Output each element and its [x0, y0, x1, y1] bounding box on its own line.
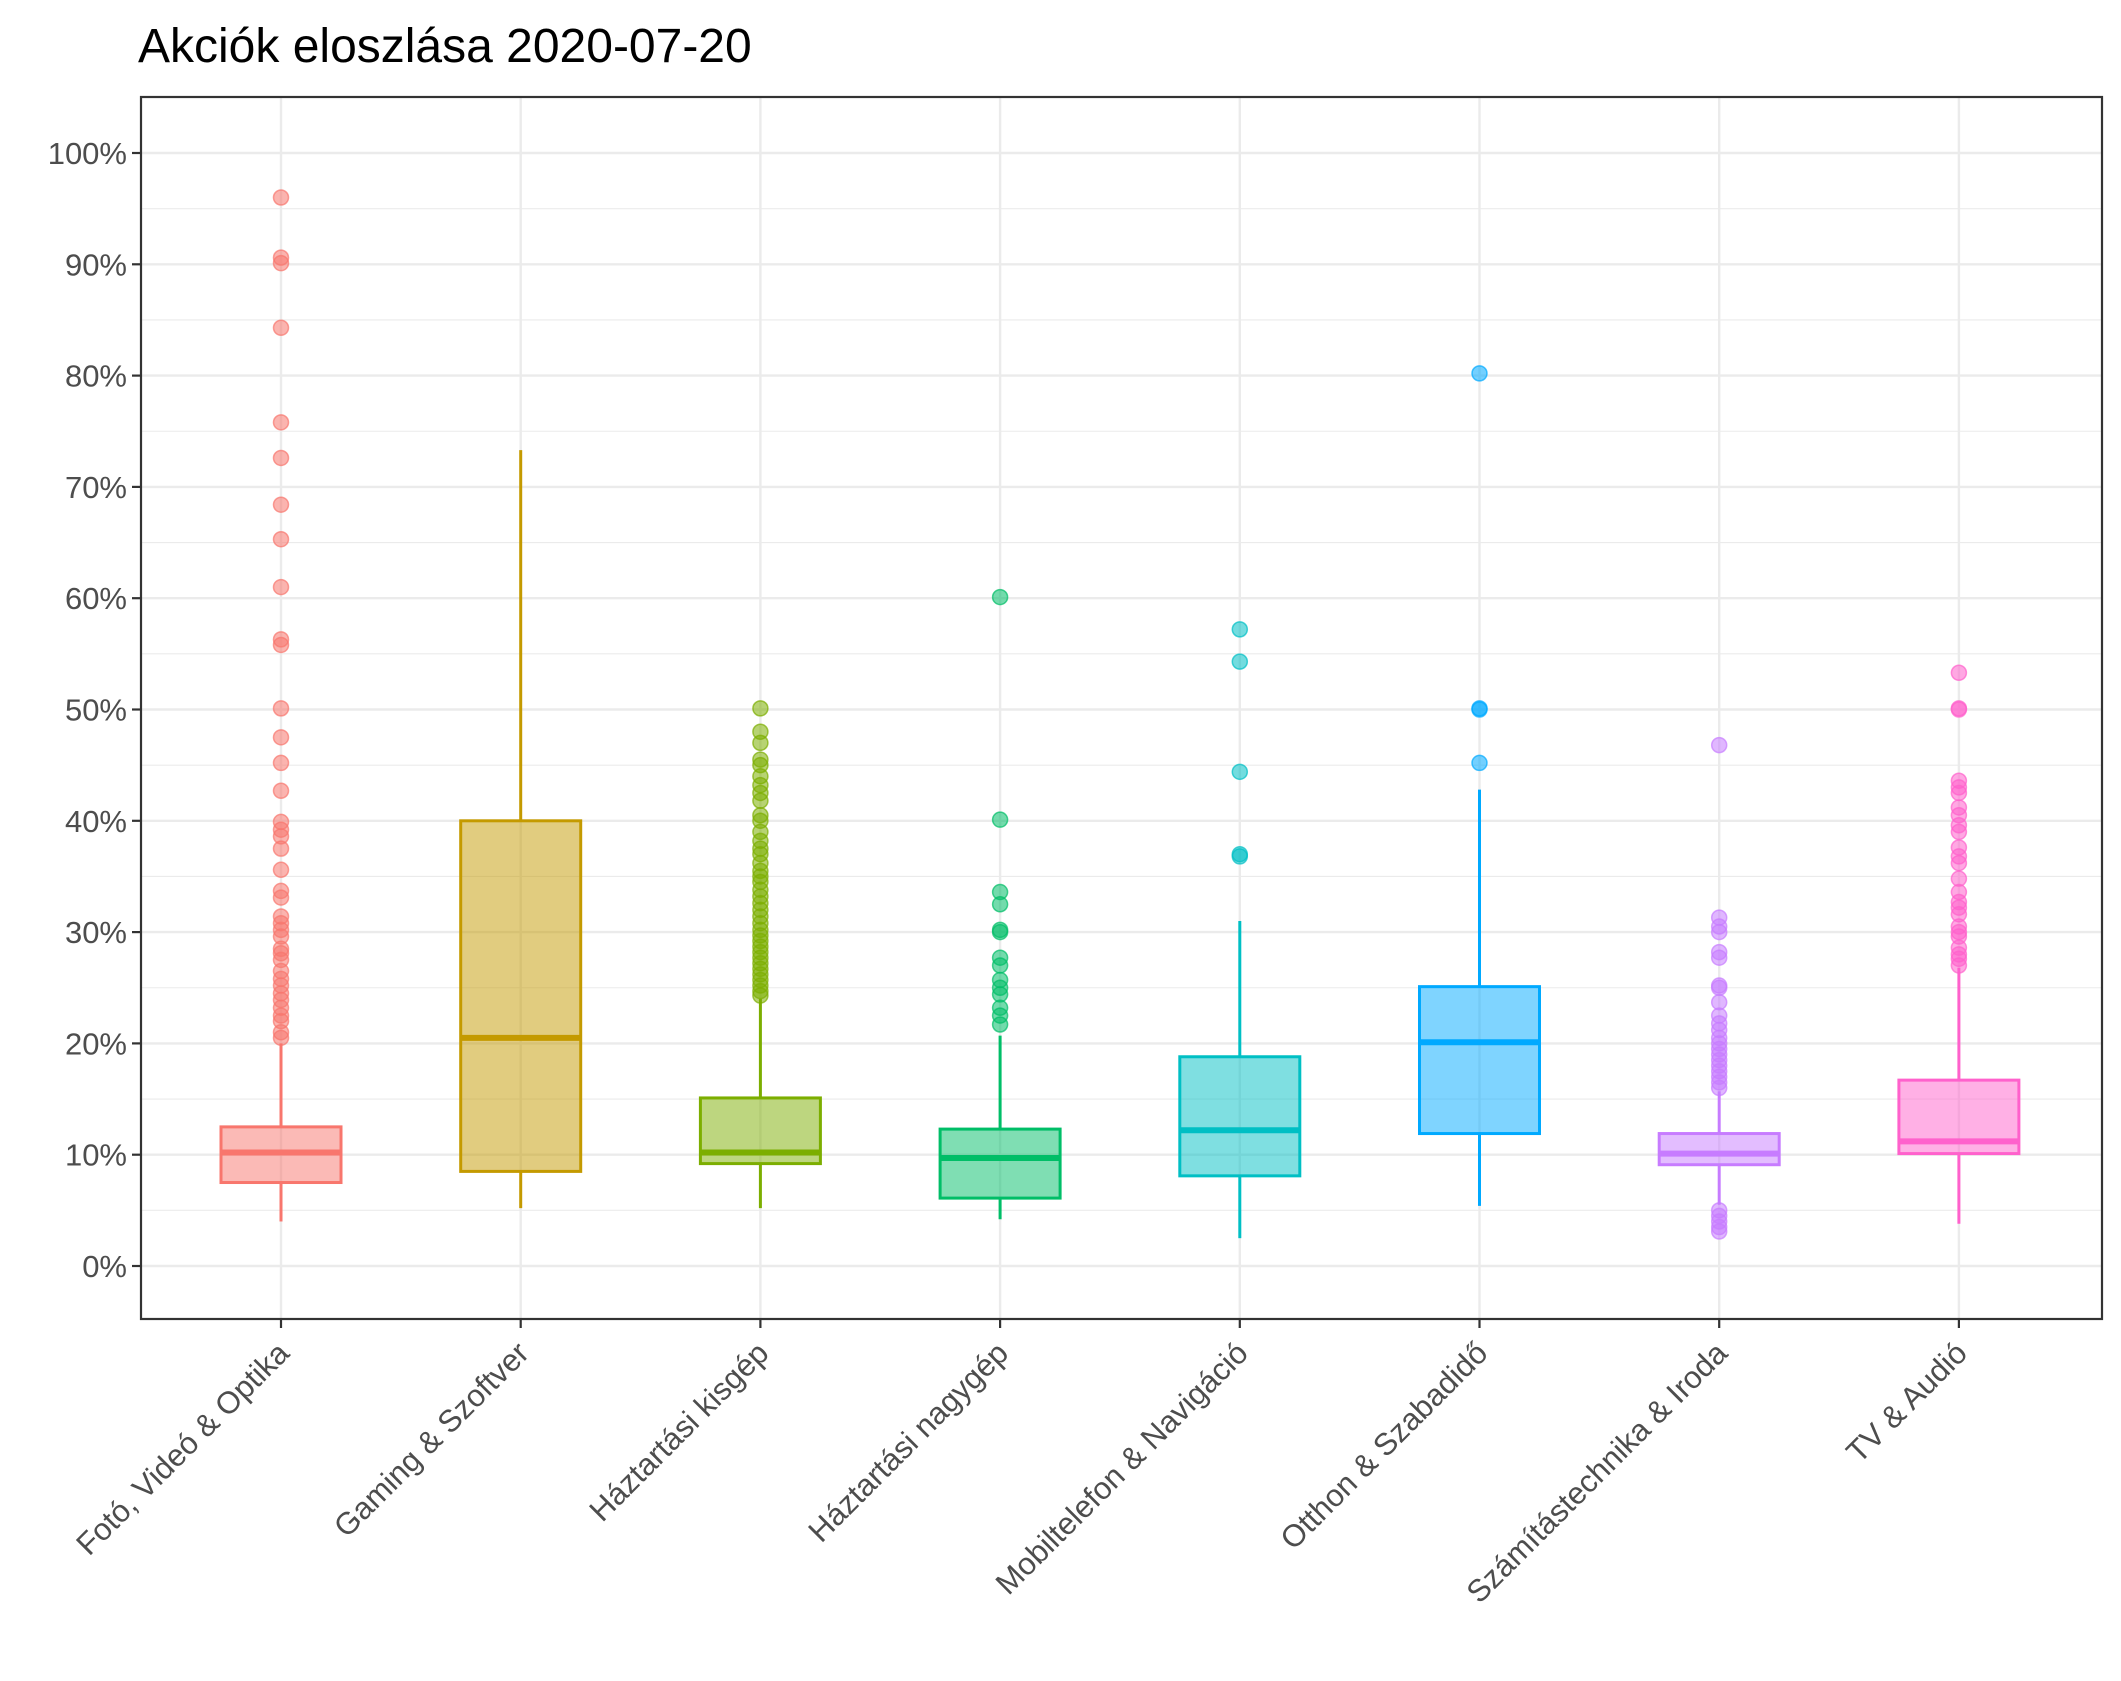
box-iqr: [459, 819, 583, 1173]
outlier-point: [752, 734, 769, 752]
outlier-point: [272, 496, 290, 513]
outlier-point: [272, 414, 290, 431]
y-tick-label: 80%: [65, 359, 127, 394]
outlier-point: [272, 254, 290, 272]
y-tick-label: 60%: [65, 581, 127, 616]
y-axis: 0% 10% 20% 30% 40% 50% 60% 70% 80% 90% 100%: [48, 136, 141, 1284]
outlier-point: [1950, 957, 1968, 974]
y-tick-label: 10%: [65, 1138, 127, 1173]
outlier-point: [991, 588, 1009, 606]
outlier-point: [1471, 754, 1488, 772]
outlier-point: [1710, 949, 1728, 966]
x-tick-label: Mobiltelefon & Navigáció: [989, 1335, 1255, 1601]
y-tick-label: 30%: [65, 915, 127, 950]
box-layer: [219, 450, 2021, 1239]
outlier-point: [272, 189, 290, 206]
outlier-point: [752, 987, 769, 1004]
outlier-point: [752, 700, 769, 717]
box-iqr: [1657, 1132, 1781, 1167]
outlier-point: [1950, 854, 1968, 872]
outlier-point: [991, 957, 1009, 974]
outlier-point: [272, 530, 290, 548]
box-3: [698, 998, 822, 1209]
box-6: [1418, 789, 1541, 1206]
outlier-point: [272, 754, 290, 772]
y-tick-label: 40%: [65, 804, 127, 839]
outlier-point: [272, 1029, 290, 1047]
y-tick-label: 20%: [65, 1026, 127, 1061]
x-tick-label: TV & Audió: [1839, 1335, 1973, 1469]
x-axis: Fotó, Videó & Optika Gaming & Szoftver Ház…: [69, 1319, 1974, 1610]
box-1: [219, 1043, 343, 1222]
outlier-point: [272, 782, 290, 799]
box-7: [1657, 1091, 1781, 1205]
y-tick-label: 90%: [65, 247, 127, 282]
chart-title: Akciók eloszlása 2020-07-20: [138, 20, 752, 73]
outlier-point: [1710, 923, 1728, 941]
outlier-point: [272, 729, 290, 746]
outlier-point: [1950, 784, 1968, 802]
x-tick-label: Számítástechnika & Iroda: [1460, 1335, 1735, 1610]
outlier-point: [272, 319, 290, 336]
outlier-point: [272, 636, 290, 654]
outlier-point: [1950, 701, 1968, 718]
outlier-point: [991, 896, 1009, 913]
box-4: [938, 1035, 1062, 1220]
outlier-point: [1231, 621, 1249, 638]
y-tick-label: 50%: [65, 693, 127, 728]
outlier-layer: [272, 189, 1968, 1240]
outlier-point: [991, 923, 1009, 941]
y-tick-label: 100%: [48, 136, 127, 171]
box-iqr: [1178, 1055, 1302, 1178]
outlier-point: [272, 449, 290, 467]
outlier-point: [272, 889, 290, 906]
outlier-point: [272, 861, 290, 879]
outlier-point: [1471, 701, 1488, 718]
outlier-point: [1710, 979, 1728, 996]
plot-panel-border: [139, 95, 2104, 1321]
plot-panel-background: [141, 97, 2102, 1319]
outlier-point: [991, 1016, 1009, 1033]
x-tick-label: Háztartási kisgép: [582, 1335, 775, 1528]
box-2: [459, 450, 583, 1209]
outlier-point: [272, 840, 290, 857]
outlier-point: [1950, 823, 1968, 841]
x-tick-label: Háztartási nagygép: [801, 1335, 1015, 1549]
outlier-point: [991, 811, 1009, 828]
box-8: [1897, 967, 2021, 1224]
x-tick-label: Gaming & Szoftver: [327, 1335, 536, 1544]
x-tick-label: Fotó, Videó & Optika: [69, 1335, 296, 1562]
outlier-point: [1471, 365, 1488, 382]
y-tick-label: 70%: [65, 470, 127, 505]
box-iqr: [1418, 985, 1541, 1136]
outlier-point: [1710, 1223, 1728, 1240]
box-iqr: [938, 1127, 1062, 1200]
outlier-point: [1710, 736, 1728, 754]
outlier-point: [1710, 1079, 1728, 1097]
y-tick-label: 0%: [82, 1249, 127, 1284]
outlier-point: [1950, 664, 1968, 682]
outlier-point: [272, 700, 290, 717]
outlier-point: [272, 578, 290, 596]
box-5: [1178, 920, 1302, 1239]
x-tick-label: Otthon & Szabadidő: [1273, 1335, 1494, 1556]
outlier-point: [1231, 763, 1249, 781]
outlier-point: [1231, 653, 1249, 670]
outlier-point: [752, 792, 769, 810]
outlier-point: [1231, 848, 1249, 865]
